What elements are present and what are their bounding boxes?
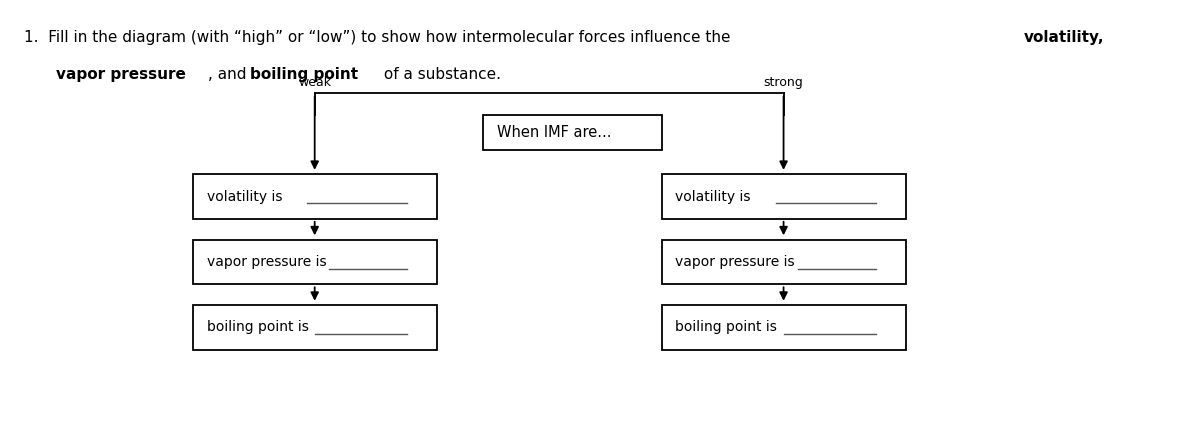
Text: boiling point is: boiling point is (206, 321, 308, 334)
Bar (193, 305, 437, 350)
Bar (193, 174, 437, 219)
Text: of a substance.: of a substance. (379, 67, 502, 82)
Bar (661, 174, 906, 219)
Bar (193, 240, 437, 284)
Text: volatility is: volatility is (676, 190, 751, 203)
Text: , and: , and (208, 67, 251, 82)
Text: weak: weak (298, 76, 331, 89)
Text: volatility,: volatility, (1024, 30, 1104, 45)
Text: boiling point is: boiling point is (676, 321, 778, 334)
Text: volatility is: volatility is (206, 190, 282, 203)
Text: strong: strong (763, 76, 804, 89)
Text: boiling point: boiling point (250, 67, 358, 82)
Text: 1.  Fill in the diagram (with “high” or “low”) to show how intermolecular forces: 1. Fill in the diagram (with “high” or “… (24, 30, 736, 45)
Text: vapor pressure is: vapor pressure is (206, 255, 326, 269)
Text: vapor pressure is: vapor pressure is (676, 255, 796, 269)
Bar (484, 115, 661, 149)
Text: vapor pressure: vapor pressure (56, 67, 186, 82)
Bar (661, 305, 906, 350)
Bar (661, 240, 906, 284)
Text: When IMF are...: When IMF are... (497, 125, 612, 140)
